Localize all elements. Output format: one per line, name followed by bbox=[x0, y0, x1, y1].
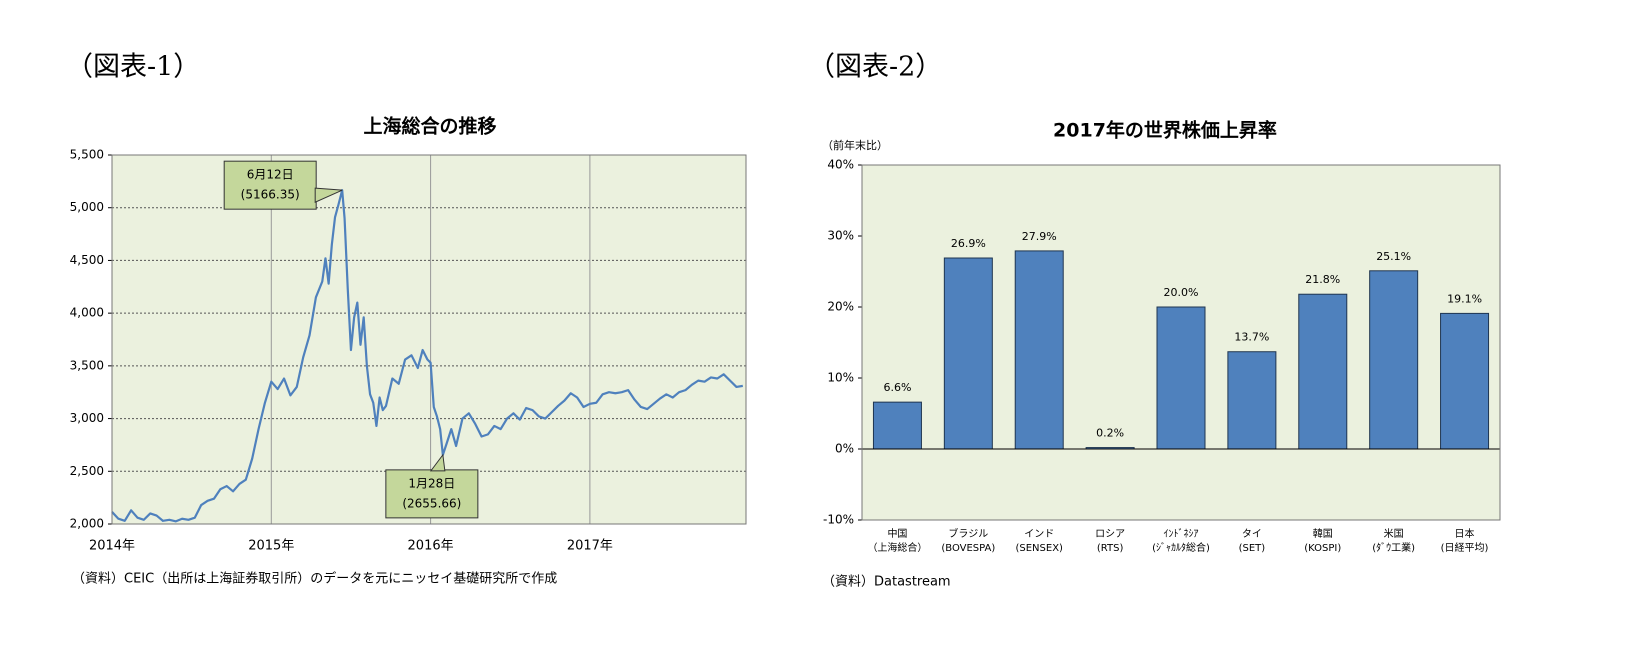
bar bbox=[943, 257, 993, 450]
annotation-box bbox=[385, 469, 479, 519]
value-label: 21.8% bbox=[1305, 273, 1340, 286]
x-tick-label: ロシア bbox=[1095, 529, 1125, 540]
figure-label: （図表-1） bbox=[66, 52, 200, 83]
x-tick-label: タイ bbox=[1242, 528, 1262, 540]
bar bbox=[872, 401, 922, 450]
x-tick-sublabel: (RTS) bbox=[1097, 543, 1124, 554]
y-tick-label: 4,500 bbox=[70, 253, 104, 267]
annotation-pointer bbox=[314, 187, 343, 203]
y-tick-label: 0% bbox=[835, 442, 854, 456]
y-axis-label: （前年末比） bbox=[822, 138, 888, 152]
y-tick-label: 2,500 bbox=[70, 464, 104, 478]
x-tick-label: ブラジル bbox=[948, 527, 988, 540]
y-tick-label: 10% bbox=[827, 371, 854, 385]
annotation-value: (2655.66) bbox=[402, 496, 461, 510]
y-tick-label: 4,000 bbox=[70, 306, 104, 320]
x-tick-label: インド bbox=[1024, 529, 1054, 540]
y-tick-label: 5,500 bbox=[70, 148, 104, 162]
y-tick-label: 3,500 bbox=[70, 358, 104, 372]
chart-title: 上海総合の推移 bbox=[363, 115, 496, 138]
x-tick-sublabel: (SENSEX) bbox=[1015, 543, 1063, 554]
y-tick-label: 40% bbox=[827, 158, 854, 172]
x-tick-label: 日本 bbox=[1455, 527, 1475, 540]
x-tick-label: 中国 bbox=[887, 527, 907, 540]
y-tick-label: 20% bbox=[827, 300, 854, 314]
value-label: 13.7% bbox=[1234, 331, 1269, 344]
x-tick-label: 2017年 bbox=[567, 539, 613, 554]
annotation-label: 1月28日 bbox=[408, 476, 455, 490]
chart-title: 2017年の世界株価上昇率 bbox=[1053, 119, 1277, 142]
value-label: 27.9% bbox=[1022, 230, 1057, 243]
bar bbox=[1369, 270, 1419, 450]
bar bbox=[1014, 250, 1064, 450]
annotation-value: (5166.35) bbox=[241, 188, 300, 202]
y-tick-label: 5,000 bbox=[70, 200, 104, 214]
annotation-pointer bbox=[429, 453, 446, 472]
source-note: （資料）CEIC（出所は上海証券取引所）のデータを元にニッセイ基礎研究所で作成 bbox=[72, 571, 557, 587]
bar bbox=[1227, 351, 1277, 450]
value-label: 0.2% bbox=[1096, 427, 1124, 440]
plot-border bbox=[861, 164, 1501, 521]
value-label: 25.1% bbox=[1376, 250, 1411, 263]
x-tick-sublabel: (KOSPI) bbox=[1304, 543, 1341, 554]
x-tick-label: 2016年 bbox=[408, 539, 454, 554]
bar bbox=[1156, 306, 1206, 450]
source-note: （資料）Datastream bbox=[822, 575, 951, 590]
value-label: 20.0% bbox=[1164, 286, 1199, 299]
x-tick-sublabel: （上海総合） bbox=[867, 541, 927, 554]
plot-border bbox=[111, 154, 747, 525]
x-tick-label: 2015年 bbox=[248, 539, 294, 554]
bar bbox=[1440, 312, 1490, 450]
x-tick-label: 米国 bbox=[1384, 527, 1404, 540]
bar bbox=[1298, 293, 1348, 450]
x-tick-sublabel: (日経平均) bbox=[1441, 541, 1489, 554]
x-tick-label: 2014年 bbox=[89, 539, 135, 554]
value-label: 6.6% bbox=[883, 381, 911, 394]
y-tick-label: -10% bbox=[823, 513, 854, 527]
x-tick-label: 韓国 bbox=[1313, 528, 1333, 540]
annotation-label: 6月12日 bbox=[247, 168, 294, 182]
x-tick-sublabel: (SET) bbox=[1239, 543, 1266, 554]
x-tick-sublabel: (BOVESPA) bbox=[941, 543, 995, 554]
y-tick-label: 30% bbox=[827, 229, 854, 243]
y-tick-label: 2,000 bbox=[70, 517, 104, 531]
x-tick-sublabel: (ﾀﾞｳ工業) bbox=[1372, 541, 1415, 554]
y-tick-label: 3,000 bbox=[70, 411, 104, 425]
plot-area bbox=[112, 155, 746, 524]
figure-label: （図表-2） bbox=[808, 52, 942, 83]
line-series bbox=[111, 189, 743, 523]
value-label: 19.1% bbox=[1447, 292, 1482, 305]
x-tick-label: ｲﾝﾄﾞﾈｼｱ bbox=[1164, 528, 1199, 540]
value-label: 26.9% bbox=[951, 237, 986, 250]
annotation-box bbox=[223, 160, 317, 210]
x-tick-sublabel: (ｼﾞｬｶﾙﾀ総合) bbox=[1152, 541, 1210, 554]
